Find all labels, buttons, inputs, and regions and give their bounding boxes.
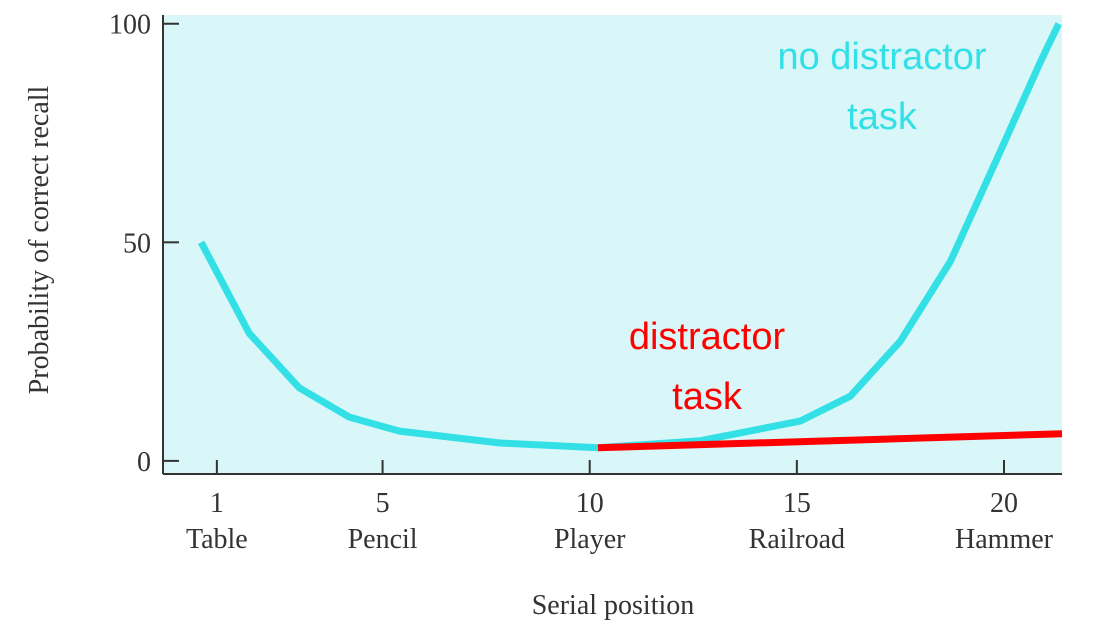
x-tick-word: Player — [554, 524, 626, 555]
line-series — [597, 430, 1063, 452]
annotation: task — [672, 376, 743, 418]
annotation: task — [847, 96, 918, 138]
x-tick-word: Pencil — [348, 524, 418, 555]
x-tick-label: 15 — [783, 488, 811, 519]
plot-background — [163, 15, 1062, 474]
x-tick-label: 10 — [576, 488, 604, 519]
line-series — [198, 22, 1062, 452]
y-tick-label: 0 — [137, 447, 151, 478]
x-tick-label: 20 — [990, 488, 1018, 519]
x-tick-label: 1 — [210, 488, 224, 519]
x-axis-label: Serial position — [532, 590, 695, 621]
x-tick-word: Table — [186, 524, 248, 555]
annotation: no distractor — [777, 36, 986, 78]
y-tick-label: 50 — [123, 228, 151, 259]
annotation: distractor — [629, 316, 786, 358]
y-axis-label: Probability of correct recall — [24, 85, 55, 394]
x-tick-word: Railroad — [749, 524, 845, 555]
x-tick-word: Hammer — [955, 524, 1054, 555]
x-tick-label: 5 — [376, 488, 390, 519]
y-tick-label: 100 — [109, 10, 151, 41]
